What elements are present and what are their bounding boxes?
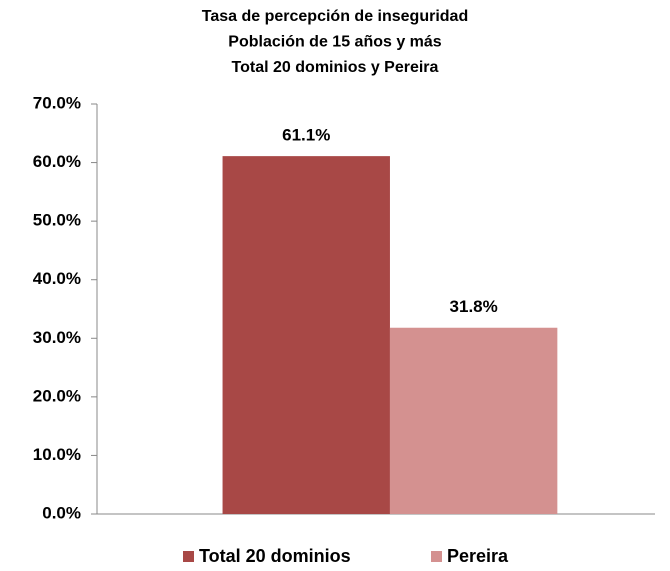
- bar: [389, 327, 558, 514]
- chart-title: Total 20 dominios y Pereira: [232, 59, 439, 76]
- legend-swatch: [431, 551, 442, 562]
- data-label: 61.1%: [282, 126, 330, 145]
- bar: [222, 156, 390, 514]
- chart-title: Población de 15 años y más: [228, 34, 442, 51]
- legend-label: Total 20 dominios: [199, 546, 351, 566]
- y-tick-label: 40.0%: [33, 269, 81, 288]
- data-label: 31.8%: [450, 297, 498, 316]
- y-tick-label: 70.0%: [33, 93, 81, 112]
- y-tick-label: 10.0%: [33, 445, 81, 464]
- chart-title: Tasa de percepción de inseguridad: [202, 8, 468, 25]
- y-tick-label: 30.0%: [33, 328, 81, 347]
- legend-label: Pereira: [447, 546, 509, 566]
- y-tick-label: 50.0%: [33, 211, 81, 230]
- y-tick-label: 20.0%: [33, 386, 81, 405]
- legend-swatch: [183, 551, 194, 562]
- y-tick-label: 0.0%: [42, 503, 81, 522]
- y-tick-label: 60.0%: [33, 152, 81, 171]
